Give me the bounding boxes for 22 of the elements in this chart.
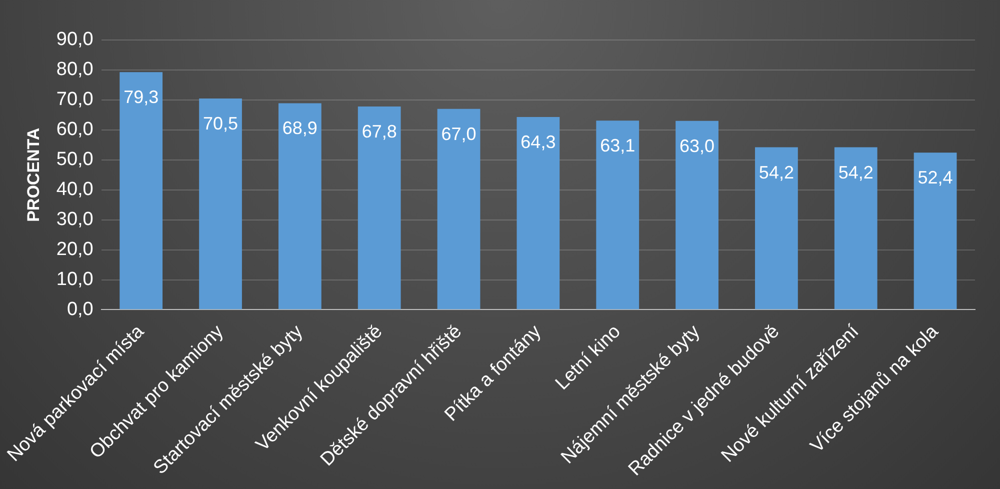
y-tick-label: 70,0 — [56, 89, 94, 110]
y-axis-title: PROCENTA — [24, 128, 43, 222]
y-tick-label: 40,0 — [56, 179, 94, 200]
y-tick-label: 0,0 — [66, 298, 94, 320]
y-tick-label: 90,0 — [56, 29, 94, 50]
data-label: 67,8 — [362, 122, 397, 142]
data-label: 63,1 — [600, 136, 636, 156]
data-label: 54,2 — [758, 162, 794, 182]
y-tick-label: 10,0 — [56, 268, 94, 290]
data-label: 68,9 — [282, 118, 318, 138]
y-tick-label: 20,0 — [56, 239, 94, 260]
data-label: 70,5 — [202, 113, 238, 134]
y-tick-label: 60,0 — [56, 119, 94, 140]
data-label: 67,0 — [441, 124, 476, 144]
data-label: 79,3 — [124, 87, 159, 108]
data-label: 54,2 — [838, 162, 874, 182]
data-label: 52,4 — [918, 168, 953, 188]
y-tick-label: 30,0 — [56, 209, 94, 230]
data-label: 64,3 — [520, 132, 556, 152]
data-label: 63,0 — [680, 136, 715, 156]
y-tick-label: 80,0 — [56, 59, 94, 80]
y-tick-label: 50,0 — [56, 149, 94, 170]
